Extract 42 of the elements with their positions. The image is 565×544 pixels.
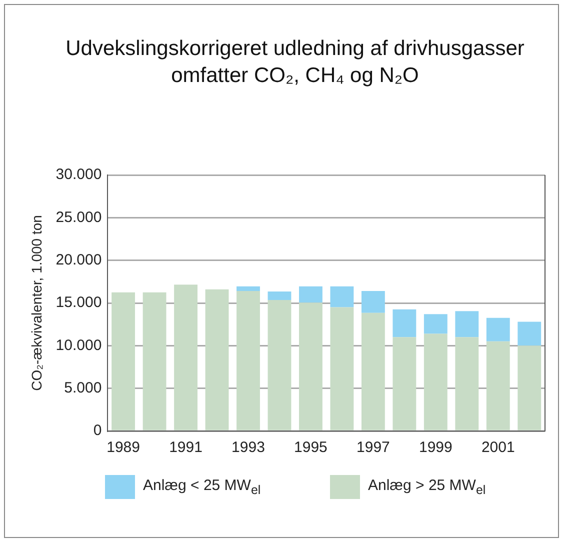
y-axis-title: CO₂-ækvivalenter, 1.000 ton (28, 215, 44, 391)
bar (330, 286, 354, 308)
chart-title: Udvekslingskorrigeret udledning af drivhusgasser omfatter CO₂, CH₄ og N₂O (64, 36, 526, 89)
x-tick-label: 1993 (232, 439, 265, 456)
x-tick-label: 1991 (169, 439, 202, 456)
bar (455, 337, 479, 430)
bar (361, 291, 385, 313)
bar (142, 292, 166, 430)
y-tick-label: 15.000 (56, 294, 102, 312)
bar (299, 286, 322, 303)
bar (236, 286, 260, 292)
bar (268, 300, 292, 430)
legend-label: Anlæg < 25 MW$_{el}$ (143, 477, 261, 497)
bar (486, 318, 510, 342)
bar (518, 322, 542, 346)
bar (486, 341, 510, 430)
bar (424, 314, 448, 334)
bar (268, 291, 292, 300)
bar (330, 307, 354, 430)
x-tick-label: 1995 (294, 439, 328, 456)
x-tick-label: 1999 (418, 439, 452, 456)
x-tick-label: 1989 (106, 439, 140, 456)
bar (236, 291, 260, 430)
x-tick-label: 2001 (481, 439, 515, 456)
bar (299, 302, 322, 430)
bar (174, 284, 198, 430)
bar (424, 334, 448, 430)
bar (361, 312, 385, 430)
bar (112, 292, 136, 430)
x-tick-label: 1997 (356, 439, 390, 456)
y-tick-label: 25.000 (56, 208, 102, 226)
bar (518, 346, 542, 430)
bar (392, 337, 416, 430)
y-tick-label: 0 (93, 422, 102, 440)
bar (455, 311, 479, 338)
y-tick-label: 20.000 (56, 251, 102, 268)
bar (205, 289, 229, 430)
y-tick-label: 5.000 (64, 379, 102, 396)
y-tick-label: 30.000 (56, 166, 102, 184)
y-tick-label: 10.000 (56, 336, 102, 354)
bar (392, 309, 416, 338)
legend-label: Anlæg > 25 MW$_{el}$ (368, 477, 486, 497)
